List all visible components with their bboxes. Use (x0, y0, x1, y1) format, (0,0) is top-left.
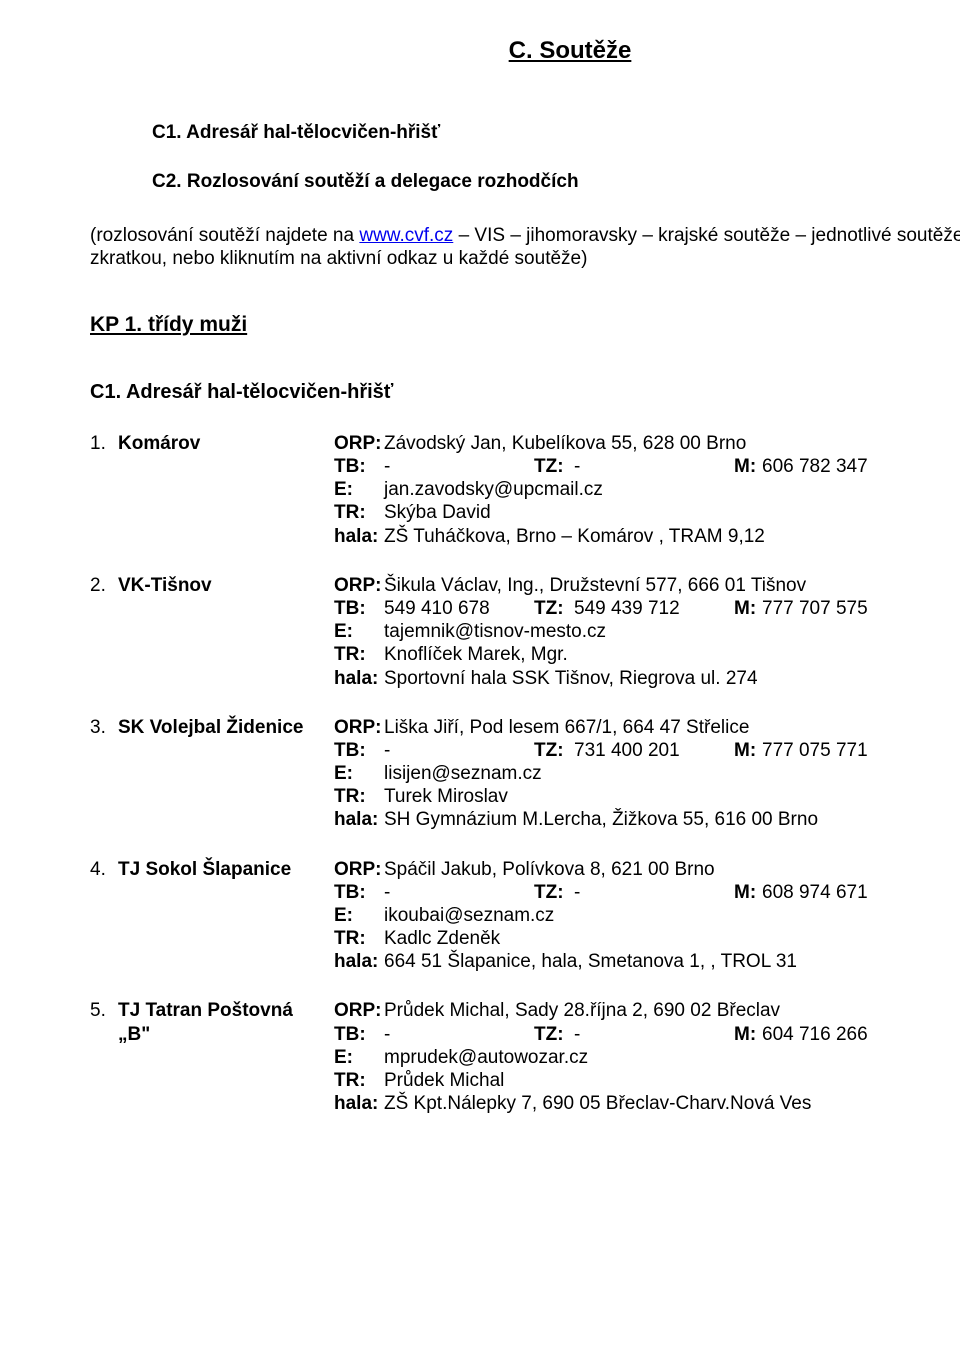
tb-value: - (384, 455, 534, 478)
entry-4: 4.TJ Sokol ŠlapaniceORP:Spáčil Jakub, Po… (90, 858, 960, 974)
c1-heading: C1. Adresář hal-tělocvičen-hřišť (90, 380, 960, 404)
team-name: SK Volejbal Židenice (118, 716, 334, 739)
tz-value: 549 439 712 (574, 597, 734, 620)
tz-value: - (574, 1023, 734, 1046)
hala-label: hala: (334, 1092, 384, 1115)
orp-label: ORP: (334, 574, 384, 597)
tb-label: TB: (334, 881, 384, 904)
tr-label: TR: (334, 643, 384, 666)
orp-value: Průdek Michal, Sady 28.října 2, 690 02 B… (384, 999, 960, 1022)
tr-label: TR: (334, 927, 384, 950)
m-label: M: (734, 739, 762, 762)
orp-label: ORP: (334, 999, 384, 1022)
entry-num: 1. (90, 432, 118, 455)
paren-pre: (rozlosování soutěží najdete na (90, 225, 359, 246)
tb-value: 549 410 678 (384, 597, 534, 620)
e-value: ikoubai@seznam.cz (384, 904, 960, 927)
hala-label: hala: (334, 808, 384, 831)
entry-num: 2. (90, 574, 118, 597)
hala-label: hala: (334, 950, 384, 973)
e-value: jan.zavodsky@upcmail.cz (384, 478, 960, 501)
sub-heading-c2: C2. Rozlosování soutěží a delegace rozho… (152, 170, 960, 193)
tz-label: TZ: (534, 597, 574, 620)
team-name: TJ Tatran Poštovná „B" (118, 999, 334, 1045)
e-value: mprudek@autowozar.cz (384, 1046, 960, 1069)
tr-value: Skýba David (384, 501, 960, 524)
cvf-link[interactable]: www.cvf.cz (359, 225, 453, 246)
tb-label: TB: (334, 597, 384, 620)
team-name: VK-Tišnov (118, 574, 334, 597)
m-label: M: (734, 455, 762, 478)
paren-note: (rozlosování soutěží najdete na www.cvf.… (90, 224, 960, 270)
e-label: E: (334, 620, 384, 643)
tr-label: TR: (334, 501, 384, 524)
tb-label: TB: (334, 455, 384, 478)
orp-label: ORP: (334, 716, 384, 739)
orp-label: ORP: (334, 432, 384, 455)
entry-num: 5. (90, 999, 118, 1022)
orp-value: Liška Jiří, Pod lesem 667/1, 664 47 Stře… (384, 716, 960, 739)
tz-value: - (574, 455, 734, 478)
team-name: Komárov (118, 432, 334, 455)
tz-label: TZ: (534, 455, 574, 478)
tb-value: - (384, 881, 534, 904)
sub-heading-c1: C1. Adresář hal-tělocvičen-hřišť (152, 121, 960, 144)
tb-label: TB: (334, 739, 384, 762)
tr-label: TR: (334, 1069, 384, 1092)
e-value: lisijen@seznam.cz (384, 762, 960, 785)
tz-value: - (574, 881, 734, 904)
m-label: M: (734, 881, 762, 904)
m-value: 608 974 671 (762, 881, 960, 904)
tr-value: Průdek Michal (384, 1069, 960, 1092)
hala-value: SH Gymnázium M.Lercha, Žižkova 55, 616 0… (384, 808, 960, 831)
tb-label: TB: (334, 1023, 384, 1046)
m-value: 777 075 771 (762, 739, 960, 762)
tb-value: - (384, 739, 534, 762)
entry-num: 3. (90, 716, 118, 739)
hala-value: ZŠ Kpt.Nálepky 7, 690 05 Břeclav-Charv.N… (384, 1092, 960, 1115)
orp-value: Spáčil Jakub, Polívkova 8, 621 00 Brno (384, 858, 960, 881)
entry-1: 1.KomárovORP:Závodský Jan, Kubelíkova 55… (90, 432, 960, 548)
hala-value: Sportovní hala SSK Tišnov, Riegrova ul. … (384, 667, 960, 690)
hala-label: hala: (334, 667, 384, 690)
tr-value: Kadlc Zdeněk (384, 927, 960, 950)
m-value: 606 782 347 (762, 455, 960, 478)
m-label: M: (734, 1023, 762, 1046)
e-label: E: (334, 904, 384, 927)
tz-label: TZ: (534, 739, 574, 762)
e-label: E: (334, 1046, 384, 1069)
hala-label: hala: (334, 525, 384, 548)
tz-label: TZ: (534, 881, 574, 904)
tr-value: Turek Miroslav (384, 785, 960, 808)
m-value: 604 716 266 (762, 1023, 960, 1046)
orp-value: Šikula Václav, Ing., Družstevní 577, 666… (384, 574, 960, 597)
orp-value: Závodský Jan, Kubelíkova 55, 628 00 Brno (384, 432, 960, 455)
entry-num: 4. (90, 858, 118, 881)
e-value: tajemnik@tisnov-mesto.cz (384, 620, 960, 643)
entry-3: 3.SK Volejbal ŽideniceORP:Liška Jiří, Po… (90, 716, 960, 832)
page-title: C. Soutěže (90, 36, 960, 65)
orp-label: ORP: (334, 858, 384, 881)
entry-2: 2.VK-TišnovORP:Šikula Václav, Ing., Druž… (90, 574, 960, 690)
kp-left: KP 1. třídy muži (90, 312, 247, 338)
tb-value: - (384, 1023, 534, 1046)
tz-value: 731 400 201 (574, 739, 734, 762)
m-label: M: (734, 597, 762, 620)
e-label: E: (334, 478, 384, 501)
entry-5: 5.TJ Tatran Poštovná „B"ORP:Průdek Micha… (90, 999, 960, 1115)
team-name: TJ Sokol Šlapanice (118, 858, 334, 881)
hala-value: 664 51 Šlapanice, hala, Smetanova 1, , T… (384, 950, 960, 973)
tr-label: TR: (334, 785, 384, 808)
hala-value: ZŠ Tuháčkova, Brno – Komárov , TRAM 9,12 (384, 525, 960, 548)
e-label: E: (334, 762, 384, 785)
m-value: 777 707 575 (762, 597, 960, 620)
tz-label: TZ: (534, 1023, 574, 1046)
tr-value: Knoflíček Marek, Mgr. (384, 643, 960, 666)
